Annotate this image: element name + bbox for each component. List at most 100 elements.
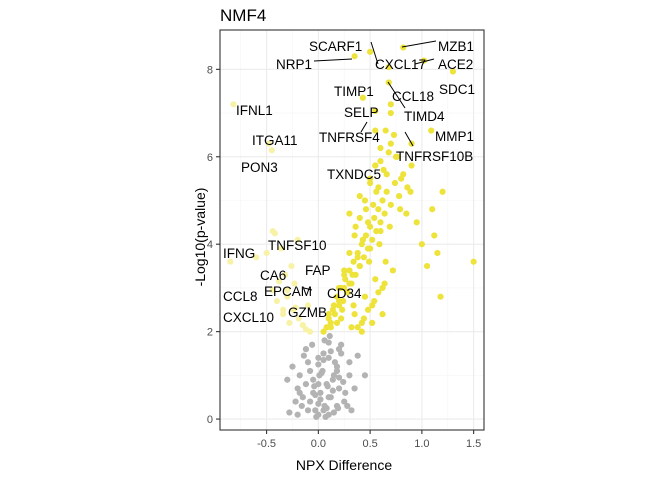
data-point bbox=[331, 359, 339, 366]
highlighted-point bbox=[341, 284, 348, 292]
data-point bbox=[350, 302, 357, 309]
gene-label: TXNDC5 bbox=[327, 167, 381, 182]
data-point bbox=[364, 219, 372, 226]
data-point bbox=[351, 311, 358, 318]
data-point bbox=[437, 293, 444, 300]
data-point bbox=[404, 184, 411, 191]
gene-label: ACE2 bbox=[438, 57, 473, 72]
data-point bbox=[253, 254, 260, 261]
x-tick-label: 1.0 bbox=[414, 438, 429, 450]
data-point bbox=[338, 315, 345, 322]
data-point bbox=[385, 149, 392, 156]
data-point bbox=[342, 389, 349, 396]
data-point bbox=[377, 158, 384, 165]
data-point bbox=[284, 376, 291, 383]
data-point bbox=[331, 311, 339, 318]
data-point bbox=[367, 179, 374, 187]
data-point bbox=[407, 188, 414, 195]
data-point bbox=[295, 315, 302, 322]
gene-label: ITGA11 bbox=[252, 133, 298, 148]
data-point bbox=[335, 302, 343, 309]
data-point bbox=[302, 380, 310, 388]
data-point bbox=[377, 227, 384, 235]
data-point bbox=[316, 372, 323, 379]
data-point bbox=[356, 262, 363, 270]
gene-label: NRP1 bbox=[276, 57, 312, 72]
y-tick-label: 6 bbox=[207, 152, 213, 164]
data-point bbox=[375, 289, 382, 296]
data-point bbox=[324, 383, 331, 390]
data-point bbox=[284, 293, 291, 300]
x-tick-label: 0.5 bbox=[362, 438, 377, 450]
gene-label: IFNG bbox=[223, 246, 255, 261]
x-tick-label: 0.0 bbox=[311, 438, 326, 450]
data-point bbox=[346, 249, 353, 257]
y-tick-label: 0 bbox=[207, 414, 213, 426]
data-point bbox=[326, 332, 333, 340]
highlighted-point bbox=[284, 287, 291, 294]
data-point bbox=[313, 413, 320, 420]
gene-label: TNFRSF4 bbox=[319, 130, 380, 145]
label-connector bbox=[404, 131, 414, 147]
data-point bbox=[431, 232, 438, 239]
data-point bbox=[335, 385, 343, 392]
data-point bbox=[382, 258, 389, 265]
data-point bbox=[383, 171, 390, 178]
data-point bbox=[423, 262, 431, 270]
data-point bbox=[296, 372, 303, 379]
data-point bbox=[364, 306, 372, 313]
data-point bbox=[280, 311, 287, 318]
data-point bbox=[375, 206, 382, 213]
data-point bbox=[341, 267, 348, 274]
highlighted-points bbox=[227, 44, 457, 313]
x-tick-label: -0.5 bbox=[257, 438, 276, 450]
data-point bbox=[354, 352, 361, 359]
data-point bbox=[300, 352, 307, 359]
data-point bbox=[381, 280, 388, 287]
data-point bbox=[356, 193, 363, 200]
highlighted-point bbox=[359, 94, 366, 101]
data-point bbox=[381, 210, 388, 217]
gene-label: SDC1 bbox=[439, 82, 475, 97]
data-point bbox=[398, 175, 405, 182]
gene-label: CA6 bbox=[260, 268, 286, 283]
gene-label: FAP bbox=[305, 263, 331, 278]
data-point bbox=[322, 413, 329, 420]
highlighted-point bbox=[385, 64, 392, 71]
data-point bbox=[282, 271, 289, 278]
data-point bbox=[344, 289, 351, 296]
data-point bbox=[288, 262, 295, 270]
data-point bbox=[335, 297, 343, 305]
highlighted-point bbox=[372, 107, 379, 114]
data-point bbox=[369, 236, 376, 243]
data-point bbox=[348, 324, 355, 331]
data-point bbox=[330, 409, 337, 416]
data-point bbox=[309, 341, 316, 348]
gene-label: SCARF1 bbox=[309, 39, 362, 54]
data-point bbox=[339, 306, 346, 313]
data-point bbox=[379, 311, 386, 318]
data-points bbox=[253, 109, 477, 420]
gene-label: EPCAM bbox=[264, 284, 312, 299]
data-point bbox=[351, 385, 358, 392]
data-point bbox=[383, 188, 390, 195]
data-point bbox=[354, 324, 361, 331]
data-point bbox=[361, 197, 369, 204]
data-point bbox=[391, 179, 399, 187]
data-point bbox=[306, 367, 314, 375]
data-point bbox=[333, 367, 341, 375]
label-connector bbox=[387, 81, 406, 109]
data-point bbox=[346, 372, 353, 379]
gene-label: CXCL10 bbox=[223, 310, 274, 325]
data-point bbox=[340, 378, 347, 386]
gene-label: TNFSF10 bbox=[268, 238, 327, 253]
gene-label: TIMP1 bbox=[334, 84, 374, 99]
data-point bbox=[302, 346, 310, 353]
data-point bbox=[439, 188, 446, 195]
data-point bbox=[317, 396, 324, 403]
data-point bbox=[346, 267, 353, 274]
data-point bbox=[390, 131, 398, 139]
data-point bbox=[263, 249, 270, 257]
